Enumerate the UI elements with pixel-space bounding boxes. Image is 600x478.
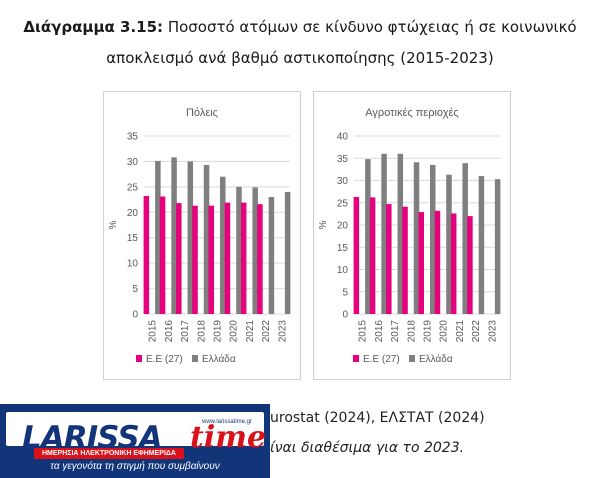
y-tick-label: 30	[337, 176, 349, 187]
x-tick-label: 2019	[213, 320, 224, 343]
note-text: ίναι διαθέσιμα για το 2023.	[270, 440, 465, 456]
bar-greece-2020	[446, 174, 452, 314]
bar-greece-2019	[430, 164, 436, 314]
larissatime-logo[interactable]: LARISSA time www.larissatime.gr ΗΜΕΡΗΣΙΑ…	[0, 404, 270, 478]
x-tick-label: 2019	[423, 320, 434, 343]
x-tick-label: 2022	[471, 320, 482, 343]
y-tick-label: 25	[127, 182, 139, 193]
bar-greece-2021	[252, 187, 258, 314]
y-tick-label: 35	[127, 132, 139, 143]
chart-cities-svg: Πόλεις 0 5 10 15 20 25 30 35% 2015 2016 2017 2018 201…	[108, 107, 291, 365]
x-tick-label: 2016	[164, 320, 175, 343]
figure-title-text-1: Ποσοστό ατόμων σε κίνδυνο φτώχειας ή σε …	[167, 18, 577, 36]
bar-eu-2017	[386, 204, 392, 314]
bar-greece-2017	[187, 161, 194, 314]
y-tick-label: 20	[127, 208, 139, 219]
bar-eu-2018	[192, 205, 198, 314]
y-tick-label: 0	[132, 310, 138, 321]
legend-label: Ε.Ε (27)	[363, 354, 400, 365]
y-tick-label: 5	[342, 287, 348, 298]
x-tick-label: 2021	[245, 320, 256, 343]
y-tick-label: 10	[127, 259, 139, 270]
chart-panel-cities: Πόλεις 0 5 10 15 20 25 30 35% 2015 2016 2017 2018 201…	[103, 91, 301, 380]
bar-eu-2015	[353, 196, 360, 314]
chart-figure-title-line-2: αποκλεισμό ανά βαθμό αστικοποίησης (2015…	[106, 49, 494, 67]
bar-greece-2016	[381, 153, 387, 314]
x-tick-label: 2023	[277, 320, 288, 343]
bar-greece-2023	[284, 191, 291, 314]
bar-greece-2017	[397, 153, 404, 314]
bar-eu-2020	[434, 210, 441, 314]
x-tick-label: 2020	[439, 320, 450, 343]
y-tick-label: 20	[337, 221, 349, 232]
bar-greece-2018	[413, 162, 420, 314]
logo-tagline: τα γεγονότα τη στιγμή που συμβαίνουν	[50, 461, 220, 472]
legend-swatch	[409, 355, 415, 362]
bar-greece-2023	[494, 179, 501, 314]
y-axis-label: %	[318, 220, 329, 229]
chart-title: Πόλεις	[186, 107, 218, 119]
bar-eu-2019	[418, 212, 424, 314]
legend-label: Ελλάδα	[202, 353, 236, 365]
figure-label: Διάγραμμα 3.15:	[23, 18, 164, 36]
bar-greece-2015	[365, 159, 371, 314]
bar-eu-2021	[240, 202, 247, 314]
x-tick-label: 2017	[180, 320, 191, 343]
y-tick-label: 0	[342, 310, 348, 321]
x-tick-label: 2022	[261, 320, 272, 343]
logo-url: www.larissatime.gr	[202, 419, 253, 425]
chart-panel-rural: Αγροτικές περιοχές 0 5 10 15 20 25 30 35 40% 2015 2…	[313, 91, 511, 380]
x-tick-label: 2018	[196, 320, 207, 343]
bar-eu-2022	[257, 204, 263, 314]
chart-figure-title-line-1: Διάγραμμα 3.15: Ποσοστό ατόμων σε κίνδυν…	[0, 18, 600, 36]
bar-greece-2019	[220, 176, 226, 314]
logo-subtitle: ΗΜΕΡΗΣΙΑ ΗΛΕΚΤΡΟΝΙΚΗ ΕΦΗΜΕΡΙΔΑ	[34, 448, 184, 459]
bar-greece-2021	[462, 163, 468, 314]
chart-rural-svg: Αγροτικές περιοχές 0 5 10 15 20 25 30 35 40% 2015 2…	[318, 107, 501, 365]
legend-swatch	[353, 355, 359, 362]
bar-eu-2018	[402, 206, 408, 314]
bar-greece-2018	[203, 164, 210, 314]
x-tick-label: 2016	[374, 320, 385, 343]
legend-swatch	[136, 355, 142, 362]
bar-greece-2022	[268, 197, 275, 314]
y-tick-label: 35	[337, 154, 349, 165]
bar-eu-2016	[369, 197, 376, 314]
y-tick-label: 30	[127, 157, 139, 168]
y-tick-label: 25	[337, 198, 349, 209]
bar-eu-2021	[450, 213, 457, 314]
bar-eu-2022	[467, 216, 473, 314]
bar-greece-2020	[236, 186, 242, 314]
x-tick-label: 2015	[358, 320, 369, 343]
x-tick-label: 2021	[455, 320, 466, 343]
bar-eu-2019	[208, 205, 214, 314]
source-text: urostat (2024), ΕΛΣΤΑΤ (2024)	[270, 410, 485, 426]
bar-eu-2016	[159, 196, 166, 314]
x-tick-label: 2015	[148, 320, 159, 343]
chart-title: Αγροτικές περιοχές	[365, 107, 458, 119]
y-tick-label: 40	[337, 132, 349, 143]
bar-greece-2016	[171, 157, 177, 314]
bar-eu-2017	[176, 203, 182, 314]
bar-eu-2020	[224, 202, 231, 314]
legend-label: Ε.Ε (27)	[146, 354, 183, 365]
y-tick-label: 10	[337, 265, 349, 276]
logo-band: LARISSA time www.larissatime.gr	[6, 412, 266, 456]
y-tick-label: 15	[337, 243, 349, 254]
x-tick-label: 2020	[229, 320, 240, 343]
y-axis-label: %	[108, 220, 119, 229]
bar-greece-2022	[478, 176, 485, 314]
y-tick-label: 5	[132, 284, 138, 295]
x-tick-label: 2018	[406, 320, 417, 343]
y-tick-label: 15	[127, 233, 139, 244]
legend-swatch	[192, 355, 198, 362]
x-tick-label: 2017	[390, 320, 401, 343]
bar-greece-2015	[155, 160, 161, 314]
legend-label: Ελλάδα	[419, 353, 453, 365]
x-tick-label: 2023	[487, 320, 498, 343]
logo-name-accent: time	[190, 420, 267, 455]
bar-eu-2015	[143, 196, 150, 314]
